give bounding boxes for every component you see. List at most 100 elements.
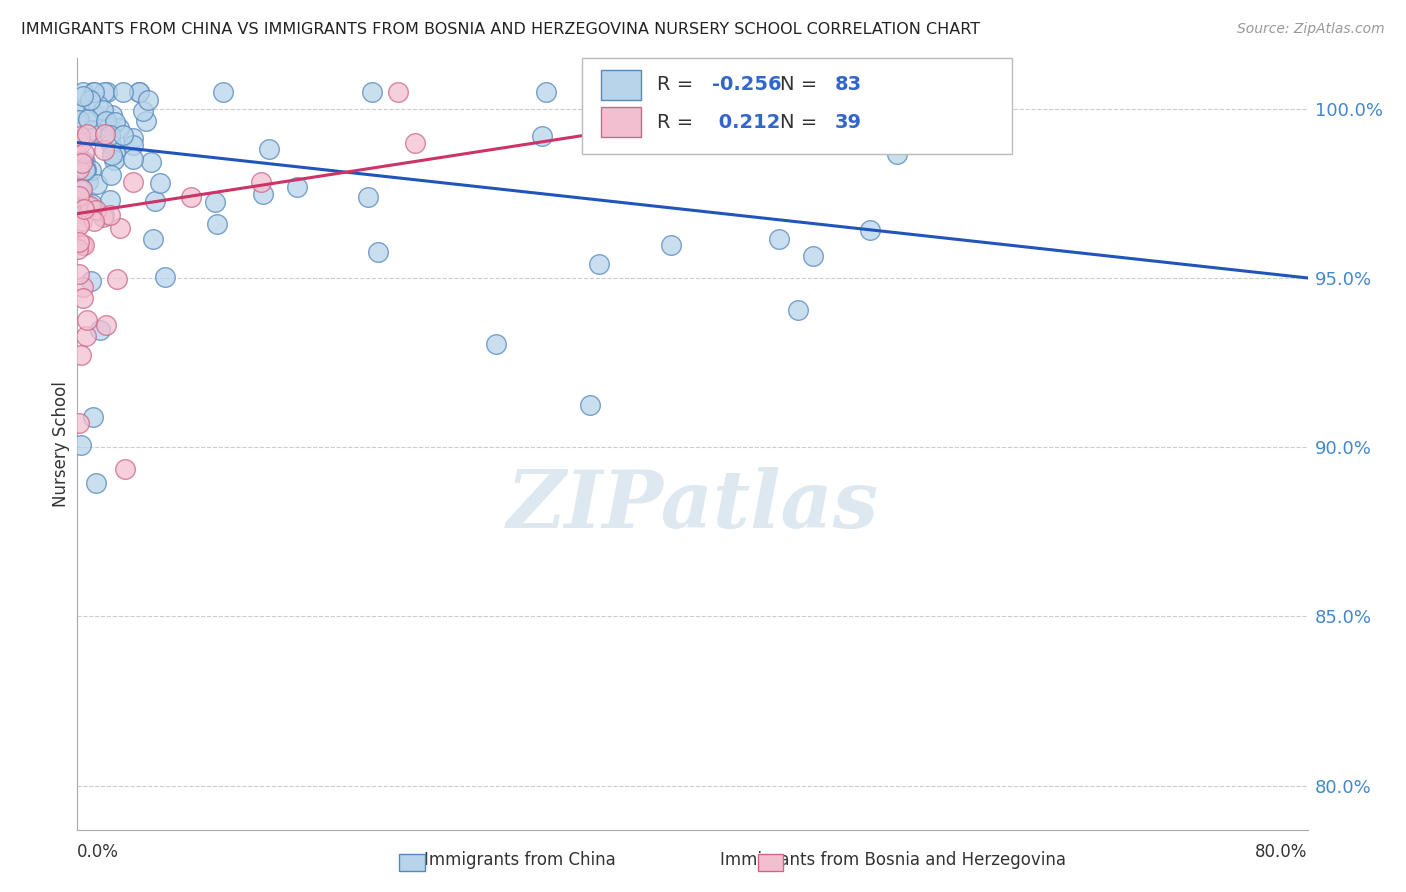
Point <box>76 127 98 141</box>
Point <box>69 184 91 198</box>
Point <box>96 85 118 99</box>
Point <box>67 105 90 120</box>
Point <box>104 145 127 160</box>
Point <box>70 348 93 362</box>
Point <box>70 214 93 228</box>
Point <box>82 123 104 137</box>
Point <box>66 146 89 161</box>
Point <box>70 182 93 196</box>
Point <box>357 190 380 204</box>
Point <box>94 318 117 332</box>
Point <box>93 143 115 157</box>
Point <box>121 138 143 153</box>
Point <box>70 156 93 170</box>
Text: N =: N = <box>780 76 817 95</box>
Point <box>249 175 271 189</box>
Point <box>73 155 96 169</box>
Point <box>136 93 159 107</box>
Point <box>534 85 557 99</box>
Point <box>101 107 124 121</box>
Point <box>82 85 104 99</box>
Point <box>531 129 554 144</box>
Point <box>145 194 167 208</box>
Point <box>100 148 122 162</box>
Point <box>108 120 131 135</box>
Point <box>70 237 93 252</box>
Point <box>84 202 107 217</box>
Point <box>72 89 94 103</box>
Text: IMMIGRANTS FROM CHINA VS IMMIGRANTS FROM BOSNIA AND HERZEGOVINA NURSERY SCHOOL C: IMMIGRANTS FROM CHINA VS IMMIGRANTS FROM… <box>21 22 980 37</box>
Text: ZIPatlas: ZIPatlas <box>506 467 879 544</box>
Point <box>83 85 105 99</box>
Text: 80.0%: 80.0% <box>1256 843 1308 861</box>
Point <box>100 137 122 152</box>
Point <box>75 164 97 178</box>
Point <box>75 329 97 343</box>
Point <box>121 175 143 189</box>
Text: 0.212: 0.212 <box>713 112 780 131</box>
Point <box>367 245 389 260</box>
Point <box>121 131 143 145</box>
Point <box>149 176 172 190</box>
Point <box>387 85 409 99</box>
Point <box>155 270 177 285</box>
Point <box>67 161 90 176</box>
Point <box>93 208 115 222</box>
Point <box>142 232 165 246</box>
Point <box>105 272 128 286</box>
Text: 0.0%: 0.0% <box>77 843 120 861</box>
Point <box>93 127 115 141</box>
Point <box>67 112 90 127</box>
Point <box>139 155 162 169</box>
Point <box>98 128 121 142</box>
Y-axis label: Nursery School: Nursery School <box>52 381 70 507</box>
Point <box>93 85 115 99</box>
Point <box>72 193 94 207</box>
Point <box>73 163 96 178</box>
Point <box>361 85 384 99</box>
Text: R =: R = <box>657 76 693 95</box>
Point <box>69 438 91 452</box>
Point <box>69 189 91 203</box>
Point <box>67 235 90 249</box>
Point <box>98 120 121 134</box>
Point <box>84 125 107 139</box>
Text: 39: 39 <box>835 112 862 131</box>
Point <box>77 198 100 212</box>
Point <box>579 398 602 412</box>
Point <box>69 136 91 151</box>
Point <box>82 105 104 120</box>
Point <box>787 302 810 317</box>
Point <box>72 291 94 305</box>
FancyBboxPatch shape <box>602 106 641 137</box>
Text: Immigrants from China: Immigrants from China <box>425 851 616 869</box>
Point <box>67 135 90 149</box>
Point <box>135 114 157 128</box>
Point <box>72 279 94 293</box>
Point <box>98 193 121 207</box>
Point <box>72 153 94 168</box>
Point <box>128 85 150 99</box>
Point <box>73 237 96 252</box>
Point <box>859 222 882 236</box>
FancyBboxPatch shape <box>582 58 1012 154</box>
Point <box>83 214 105 228</box>
Point <box>72 85 94 99</box>
Point <box>659 237 682 252</box>
Point <box>82 410 104 425</box>
Point <box>112 85 135 99</box>
Point <box>91 211 114 225</box>
Point <box>79 199 101 213</box>
Point <box>108 221 131 235</box>
Point <box>87 97 110 112</box>
Point <box>252 187 274 202</box>
Point <box>257 142 280 156</box>
Point <box>132 104 155 119</box>
Point <box>72 202 94 216</box>
Text: R =: R = <box>657 112 693 131</box>
Point <box>114 462 136 476</box>
Point <box>66 206 89 220</box>
Point <box>207 217 229 231</box>
Point <box>204 195 226 210</box>
Point <box>404 136 426 150</box>
